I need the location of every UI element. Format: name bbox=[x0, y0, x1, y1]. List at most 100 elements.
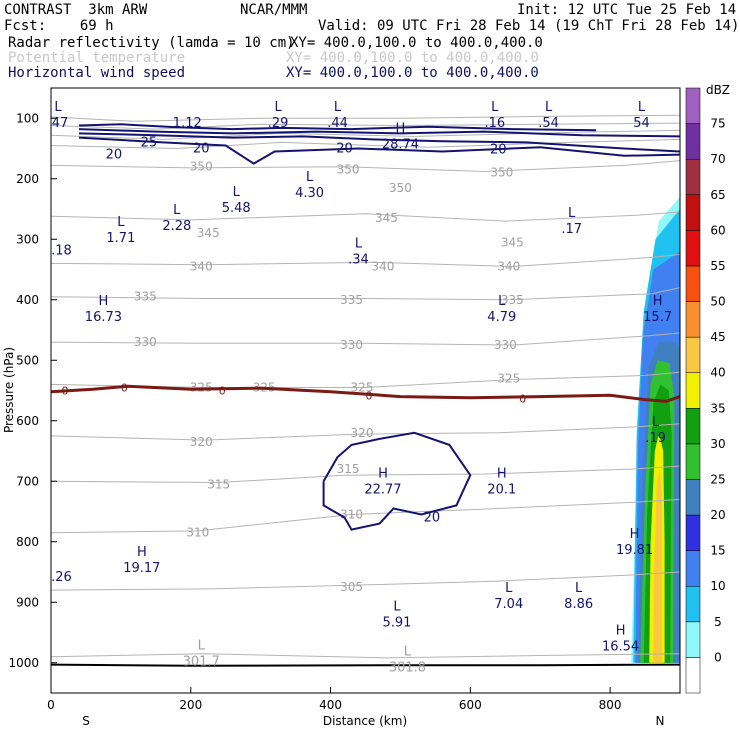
extremum-value-17: 4.79 bbox=[487, 310, 516, 325]
theta-isentrope-4 bbox=[51, 138, 680, 150]
colorbar-box-10 bbox=[685, 336, 701, 373]
institution-label: NCAR/MMM bbox=[240, 2, 308, 18]
extremum-kind-29: L bbox=[198, 639, 206, 654]
colorbar-box-12 bbox=[685, 265, 701, 302]
theta-contour-label-25: 310 bbox=[186, 526, 209, 540]
colorbar-box-3 bbox=[685, 585, 701, 623]
extremum-value-30: 301.8 bbox=[389, 661, 426, 676]
theta-contour-label-24: 315 bbox=[337, 462, 360, 476]
wind-contour-label-5: 20 bbox=[490, 143, 507, 158]
colorbar-box-1 bbox=[685, 657, 701, 694]
theta-contour-label-5: 345 bbox=[197, 226, 220, 240]
ground-line bbox=[51, 663, 680, 667]
colorbar-label-25: 25 bbox=[710, 472, 725, 486]
extremum-kind-25: L bbox=[505, 581, 513, 596]
theta-isentrope-11 bbox=[51, 423, 680, 441]
colorbar-box-8 bbox=[685, 408, 701, 445]
theta-contour-label-11: 335 bbox=[134, 290, 157, 304]
model-title: CONTRAST 3km ARW bbox=[4, 2, 148, 18]
theta-contour-label-12: 335 bbox=[340, 293, 363, 307]
wind-contour-label-4: 20 bbox=[336, 142, 353, 157]
y-axis-label: Pressure (hPa) bbox=[2, 347, 16, 433]
field-wind-label: Horizontal wind speed bbox=[8, 65, 186, 81]
extremum-value-15: .17 bbox=[561, 222, 582, 237]
extremum-value-10: 5.48 bbox=[222, 201, 251, 216]
colorbar-label-30: 30 bbox=[710, 437, 725, 451]
extremum-value-2: 1.12 bbox=[173, 116, 202, 131]
extremum-value-9: 4.30 bbox=[295, 186, 324, 201]
extremum-kind-6: L bbox=[545, 100, 553, 115]
colorbar-box-16 bbox=[685, 123, 701, 160]
y-tick-label-600: 600 bbox=[16, 414, 39, 428]
valid-time: Valid: 09 UTC Fri 28 Feb 14 (19 ChT Fri … bbox=[318, 18, 740, 34]
colorbar-label-15: 15 bbox=[710, 544, 725, 558]
extremum-kind-3: L bbox=[275, 100, 283, 115]
y-tick-label-200: 200 bbox=[16, 172, 39, 186]
theta-contour-label-20: 325 bbox=[497, 371, 520, 385]
extremum-value-1: .47 bbox=[48, 116, 69, 131]
extremum-value-22: 19.81 bbox=[616, 543, 653, 558]
extremum-value-28: 16.54 bbox=[602, 640, 639, 655]
colorbar-label-60: 60 bbox=[710, 223, 725, 237]
freezing-label-2: 0 bbox=[121, 381, 128, 394]
colorbar-box-6 bbox=[685, 479, 701, 516]
y-tick-label-800: 800 bbox=[16, 535, 39, 549]
colorbar-box-7 bbox=[685, 443, 701, 480]
extremum-value-26: 8.86 bbox=[564, 597, 593, 612]
theta-isentrope-9 bbox=[51, 332, 680, 346]
extremum-kind-16: H bbox=[99, 294, 109, 309]
extremum-value-19: .19 bbox=[645, 431, 666, 446]
extremum-kind-17: L bbox=[498, 294, 506, 309]
extremum-value-11: 2.28 bbox=[162, 219, 191, 234]
wind-speed-contour-1 bbox=[78, 132, 680, 153]
theta-isentrope-14 bbox=[51, 571, 680, 591]
theta-contour-label-15: 330 bbox=[340, 338, 363, 352]
extremum-value-14: .34 bbox=[348, 252, 369, 267]
colorbar-label-50: 50 bbox=[710, 295, 725, 309]
x-axis-label: Distance (km) bbox=[323, 714, 407, 728]
theta-contour-label-8: 340 bbox=[190, 259, 213, 273]
theta-contour-label-19: 325 bbox=[351, 380, 374, 394]
theta-contour-label-21: 320 bbox=[190, 435, 213, 449]
extremum-value-4: .44 bbox=[327, 116, 348, 131]
colorbar-box-14 bbox=[685, 194, 701, 231]
theta-isentrope-15 bbox=[51, 653, 680, 659]
colorbar-box-13 bbox=[685, 230, 701, 267]
wind-speed-contour-2 bbox=[78, 136, 680, 165]
extremum-kind-15: L bbox=[568, 206, 576, 221]
extremum-value-29: 301.7 bbox=[183, 655, 220, 670]
field-theta-label: Potential temperature bbox=[8, 50, 186, 66]
extremum-kind-4: L bbox=[334, 100, 342, 115]
freezing-level-line bbox=[51, 384, 680, 403]
theta-isentrope-13 bbox=[51, 498, 680, 534]
y-tick-label-500: 500 bbox=[16, 353, 39, 367]
extremum-value-5: .16 bbox=[484, 116, 505, 131]
theta-isentrope-7 bbox=[51, 253, 680, 268]
extremum-value-25: 7.04 bbox=[494, 597, 523, 612]
extremum-value-3: .29 bbox=[268, 116, 289, 131]
colorbar-box-5 bbox=[685, 514, 701, 551]
colorbar-box-4 bbox=[685, 550, 701, 587]
x-tick-label-600: 600 bbox=[459, 698, 482, 712]
extremum-kind-22: H bbox=[630, 527, 640, 542]
colorbar-label-75: 75 bbox=[710, 117, 725, 131]
extremum-kind-21: H bbox=[497, 466, 507, 481]
theta-contour-label-9: 340 bbox=[372, 259, 395, 273]
theta-contour-label-6: 345 bbox=[375, 211, 398, 225]
theta-contour-label-7: 345 bbox=[501, 235, 524, 249]
theta-contour-label-16: 330 bbox=[494, 338, 517, 352]
extremum-kind-7: L bbox=[638, 100, 646, 115]
init-time: Init: 12 UTC Tue 25 Feb 14 bbox=[517, 2, 737, 18]
extremum-kind-26: L bbox=[575, 581, 583, 596]
extremum-value-12: 1.71 bbox=[106, 231, 135, 246]
colorbar-box-17 bbox=[685, 87, 701, 124]
theta-contour-label-14: 330 bbox=[134, 335, 157, 349]
y-tick-label-700: 700 bbox=[16, 474, 39, 488]
extremum-kind-19: L bbox=[652, 415, 660, 430]
plot-frame bbox=[50, 87, 681, 694]
colorbar-label-45: 45 bbox=[710, 330, 725, 344]
extremum-kind-24: H bbox=[137, 545, 147, 560]
theta-contour-label-4: 350 bbox=[490, 166, 513, 180]
theta-contour-label-26: 310 bbox=[340, 508, 363, 522]
theta-contour-label-2: 350 bbox=[337, 163, 360, 177]
